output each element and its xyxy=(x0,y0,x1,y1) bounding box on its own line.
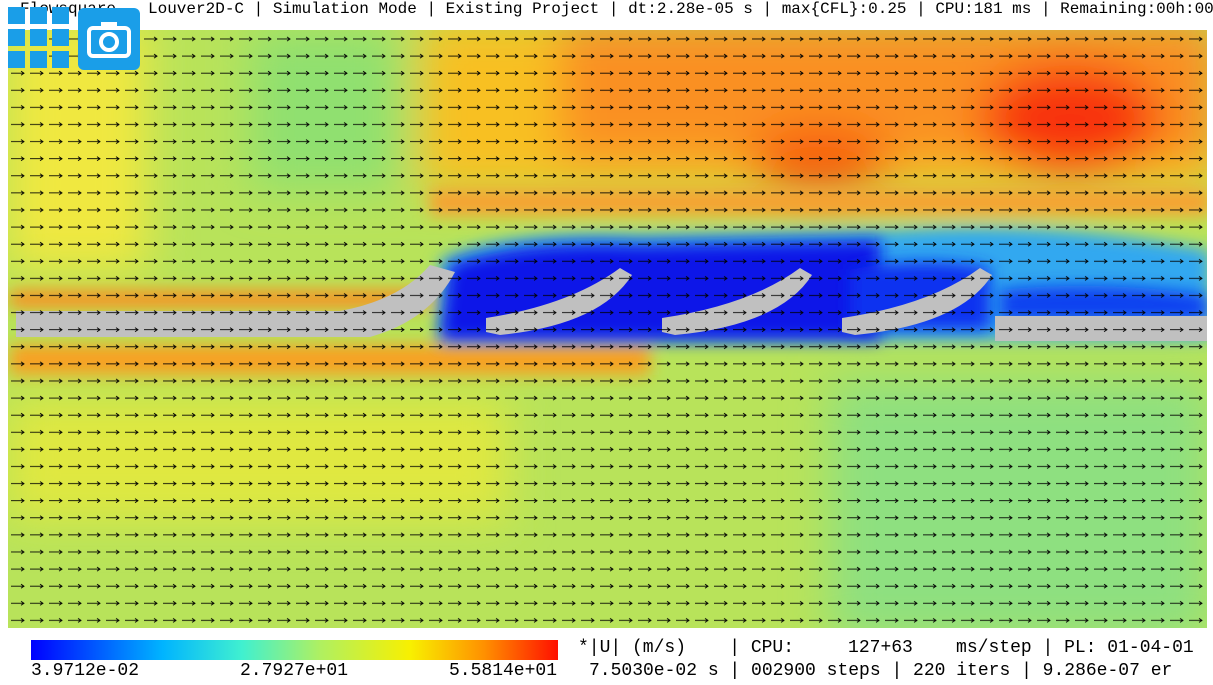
colorbar-mid: 2.7927e+01 xyxy=(240,661,349,681)
footer-info: *|U| (m/s) | CPU: 127+63 ms/step | PL: 0… xyxy=(578,638,1194,658)
status-bar: Louver2D-C | Simulation Mode | Existing … xyxy=(148,0,1213,18)
colorbar-max: 5.5814e+01 xyxy=(449,661,558,681)
velocity-contour xyxy=(8,30,1207,628)
toolbar-menu-icon[interactable] xyxy=(8,7,69,68)
velocity-vectors xyxy=(8,30,1207,628)
footer-stats: 7.5030e-02 s | 002900 steps | 220 iters … xyxy=(589,661,1173,681)
colorbar-min: 3.9712e-02 xyxy=(31,661,140,681)
colorbar xyxy=(31,640,558,660)
camera-icon[interactable] xyxy=(78,8,140,70)
